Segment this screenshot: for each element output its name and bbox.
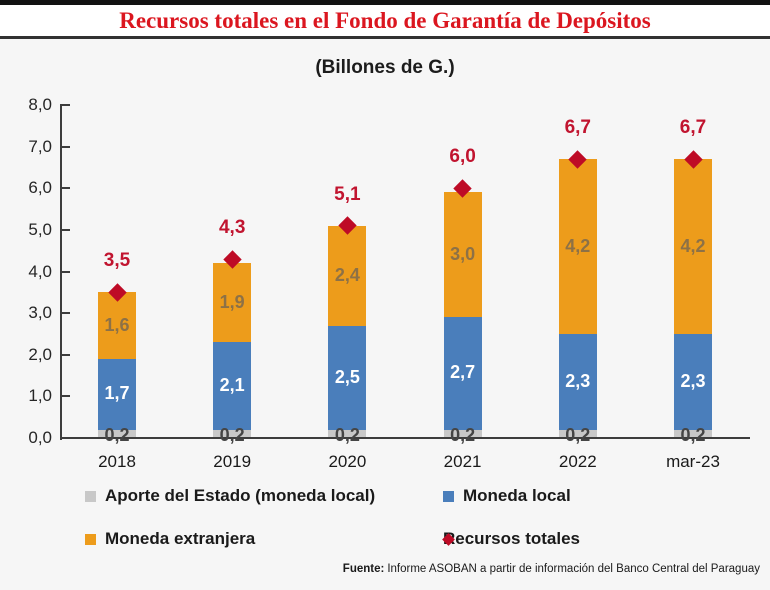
- legend-item-recursos-totales: Recursos totales: [442, 529, 580, 549]
- y-axis-tick: [60, 104, 70, 106]
- x-axis-label: 2019: [213, 452, 252, 471]
- gray-square-icon: [85, 490, 96, 502]
- bar-segment: [443, 192, 482, 318]
- x-axis-label: 2022: [558, 452, 597, 471]
- bar-segment: [328, 429, 367, 438]
- y-axis-tick-label: 7,0: [28, 136, 52, 156]
- y-axis-tick-label: 6,0: [28, 178, 52, 198]
- y-axis-tick: [60, 353, 70, 356]
- total-value-label: 6,0: [449, 146, 476, 168]
- bar-segment: [443, 429, 482, 438]
- bar-segment-label: 2,3: [565, 370, 591, 391]
- legend-label: Moneda extranjera: [105, 529, 256, 548]
- bar-segment-label: 1,6: [104, 314, 130, 335]
- bar-segment-label: 0,2: [680, 425, 706, 445]
- blue-square-icon: [443, 490, 454, 502]
- legend-item-moneda-local: Moneda local: [443, 486, 571, 506]
- bar-segment: [674, 429, 712, 438]
- source-text: Informe ASOBAN a partir de información d…: [387, 563, 760, 575]
- bar-segment: [328, 325, 367, 430]
- y-axis-tick: [60, 395, 70, 398]
- x-axis-label: 2018: [98, 452, 136, 471]
- bar-segment: [558, 429, 597, 438]
- legend-item-moneda-extranjera: Moneda extranjera: [85, 529, 255, 549]
- bar-segment-label: 2,1: [219, 374, 245, 395]
- total-value-label: 3,5: [103, 250, 131, 272]
- bar-segment-label: 3,0: [450, 243, 476, 264]
- y-axis-tick: [60, 312, 70, 315]
- bar-segment-label: 2,5: [334, 366, 360, 387]
- legend-item-aporte-del-estado: Aporte del Estado (moneda local): [85, 486, 375, 506]
- bar-segment: [213, 342, 252, 430]
- chart-subtitle: (Billones de G.): [315, 57, 455, 78]
- y-axis-tick-label: 4,0: [28, 261, 52, 281]
- y-axis-tick: [60, 270, 70, 273]
- total-value-label: 6,7: [564, 117, 591, 139]
- y-axis-tick: [60, 145, 70, 148]
- bar-segment-label: 2,7: [450, 362, 476, 383]
- bar-segment: [328, 225, 367, 326]
- y-axis-tick: [60, 187, 70, 190]
- x-axis-label: mar-23: [666, 452, 720, 471]
- bar-segment: [98, 429, 136, 438]
- bar-segment: [558, 159, 597, 334]
- y-axis-tick-label: 0,0: [28, 428, 52, 447]
- bar-segment: [213, 263, 252, 343]
- bar-segment-label: 1,7: [104, 383, 130, 404]
- bar-segment: [98, 358, 136, 430]
- title-band: Recursos totales en el Fondo de Garantía…: [0, 5, 770, 39]
- bar-segment: [674, 333, 712, 430]
- y-axis-tick-label: 8,0: [28, 95, 52, 114]
- y-axis-tick: [60, 228, 70, 231]
- bar-segment-label: 0,2: [104, 425, 130, 445]
- bar-segment: [98, 292, 136, 359]
- legend-label: Aporte del Estado (moneda local): [105, 486, 376, 505]
- y-axis-tick-label: 1,0: [28, 386, 52, 406]
- bar-segment-label: 1,9: [219, 291, 245, 312]
- bar-segment-label: 4,2: [565, 235, 591, 256]
- bar-segment-label: 0,2: [334, 425, 360, 445]
- bar-segment: [443, 317, 482, 430]
- bar-segment-label: 4,2: [680, 235, 706, 256]
- top-border: [0, 0, 770, 5]
- x-axis-label: 2021: [443, 452, 482, 471]
- bar-segment-label: 2,3: [680, 370, 706, 391]
- bar-segment-label: 0,2: [219, 425, 245, 445]
- total-value-label: 6,7: [679, 117, 707, 139]
- total-value-label: 4,3: [218, 217, 246, 238]
- y-axis-line: [60, 104, 62, 440]
- legend-label: Recursos totales: [443, 529, 580, 548]
- bar-segment: [213, 429, 252, 438]
- total-value-label: 5,1: [334, 183, 361, 205]
- bar-segment-label: 0,2: [450, 425, 476, 445]
- y-axis-tick-label: 5,0: [28, 219, 52, 239]
- bar-segment: [558, 333, 597, 430]
- y-axis-tick-label: 2,0: [28, 344, 52, 364]
- bar-chart-plot: 0,0 1,0 2,0 3,0 4,0 5,0 6,0 7,0 8,0 0,2 1,7 1,6 3,5 2…: [28, 95, 750, 471]
- source-label: Fuente:: [342, 563, 385, 575]
- orange-square-icon: [85, 533, 96, 545]
- bar-segment: [674, 159, 712, 334]
- bar-segment-label: 0,2: [565, 425, 591, 445]
- page-title: Recursos totales en el Fondo de Garantía…: [119, 7, 651, 33]
- source-note: Fuente: Informe ASOBAN a partir de inform…: [343, 563, 760, 575]
- legend-label: Moneda local: [463, 486, 571, 505]
- x-axis-label: 2020: [328, 452, 367, 471]
- x-axis-line: [60, 437, 750, 439]
- y-axis-tick-label: 3,0: [28, 303, 52, 323]
- bar-segment-label: 2,4: [334, 264, 360, 285]
